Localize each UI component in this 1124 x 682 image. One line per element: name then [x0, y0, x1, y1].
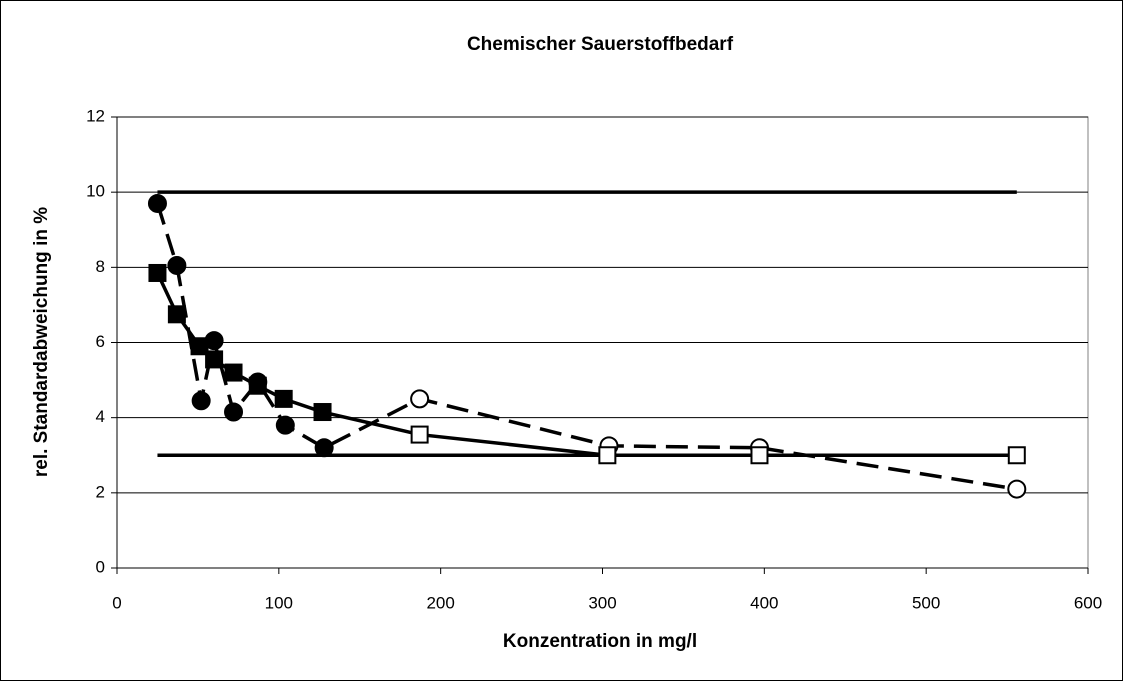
- marker: [1007, 479, 1027, 499]
- marker: [410, 425, 429, 444]
- marker: [205, 350, 224, 369]
- marker: [148, 263, 167, 282]
- y-tick-label: 12: [86, 106, 105, 125]
- marker: [314, 438, 334, 458]
- series-line: [155, 202, 1018, 491]
- marker: [750, 446, 769, 465]
- marker: [167, 255, 187, 275]
- marker: [190, 337, 209, 356]
- marker: [224, 363, 243, 382]
- y-tick-label: 6: [96, 332, 105, 351]
- x-tick-label: 100: [265, 593, 293, 612]
- y-tick-label: 4: [96, 407, 105, 426]
- marker: [598, 446, 617, 465]
- chart-title: Chemischer Sauerstoffbedarf: [467, 34, 734, 55]
- y-tick-label: 8: [96, 257, 105, 276]
- x-tick-label: 200: [426, 593, 454, 612]
- marker: [167, 305, 186, 324]
- x-tick-label: 400: [750, 593, 778, 612]
- marker: [248, 376, 267, 395]
- x-tick-label: 300: [588, 593, 616, 612]
- x-tick-label: 600: [1074, 593, 1102, 612]
- marker: [313, 403, 332, 422]
- y-tick-label: 0: [96, 557, 105, 576]
- x-axis-label: Konzentration in mg/l: [503, 631, 697, 652]
- marker: [275, 415, 295, 435]
- x-tick-label: 500: [912, 593, 940, 612]
- marker: [147, 193, 167, 213]
- marker: [410, 389, 430, 409]
- y-tick-label: 2: [96, 482, 105, 501]
- marker: [224, 402, 244, 422]
- marker: [191, 391, 211, 411]
- marker: [1007, 446, 1026, 465]
- x-tick-label: 0: [112, 593, 121, 612]
- y-tick-label: 10: [86, 182, 105, 201]
- marker: [274, 389, 293, 408]
- y-axis-label: rel. Standardabweichung in %: [31, 207, 52, 477]
